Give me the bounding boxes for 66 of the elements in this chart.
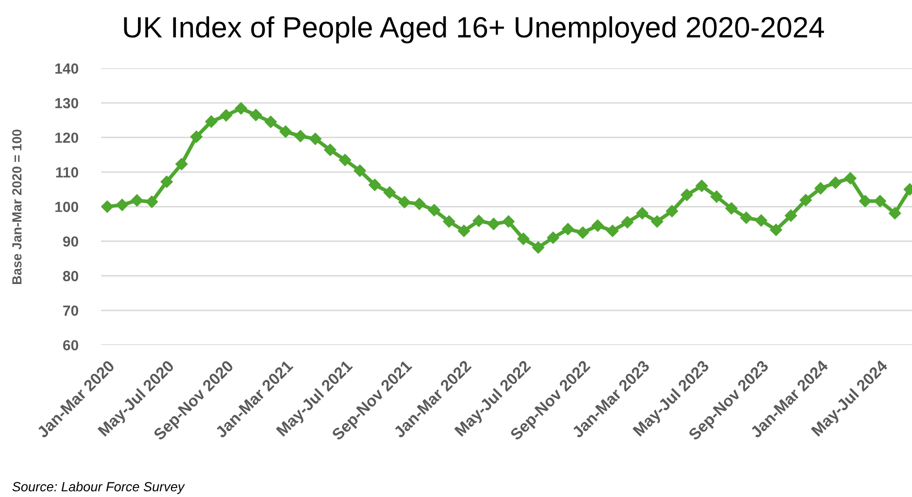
point bbox=[384, 186, 396, 199]
y-tick-label: 80 bbox=[63, 270, 78, 282]
point bbox=[546, 232, 560, 244]
point bbox=[190, 130, 203, 143]
chart-title: UK Index of People Aged 16+ Unemployed 2020-2024 bbox=[124, 16, 824, 44]
point bbox=[442, 215, 456, 228]
y-tick-label: 130 bbox=[55, 98, 78, 108]
point bbox=[146, 196, 158, 208]
point bbox=[770, 224, 782, 236]
point bbox=[755, 214, 768, 227]
point bbox=[354, 164, 366, 177]
y-tick-label: 110 bbox=[56, 167, 78, 178]
point bbox=[800, 194, 812, 206]
point bbox=[814, 182, 827, 194]
point bbox=[160, 176, 173, 188]
point bbox=[488, 218, 500, 230]
point bbox=[725, 202, 738, 214]
point bbox=[651, 215, 664, 228]
point bbox=[250, 108, 262, 122]
point bbox=[621, 216, 634, 228]
y-tick-label: 70 bbox=[63, 306, 78, 316]
point bbox=[562, 223, 574, 236]
point bbox=[324, 144, 336, 156]
point bbox=[428, 204, 440, 216]
point bbox=[264, 116, 277, 128]
point bbox=[636, 207, 648, 220]
point bbox=[398, 196, 411, 208]
point bbox=[116, 198, 128, 212]
y-axis-title: Base Jan-Mar 2020 = 100 bbox=[12, 130, 22, 284]
point bbox=[294, 130, 307, 142]
point bbox=[502, 215, 515, 228]
point bbox=[576, 226, 589, 239]
y-tick-label: 140 bbox=[55, 63, 78, 74]
y-tick-label: 100 bbox=[55, 202, 78, 212]
point bbox=[458, 224, 470, 237]
point bbox=[829, 176, 842, 189]
y-tick-label: 120 bbox=[55, 132, 78, 143]
point bbox=[220, 109, 232, 122]
point bbox=[888, 207, 902, 220]
point bbox=[680, 188, 693, 201]
point bbox=[309, 132, 322, 145]
point bbox=[666, 205, 678, 218]
point bbox=[205, 115, 218, 128]
point bbox=[368, 178, 381, 191]
point bbox=[338, 154, 352, 166]
point bbox=[844, 172, 856, 184]
point bbox=[606, 224, 619, 237]
point bbox=[175, 158, 188, 170]
point bbox=[696, 180, 708, 192]
point bbox=[234, 102, 248, 115]
y-tick-label: 90 bbox=[63, 236, 78, 247]
point bbox=[874, 195, 886, 208]
point bbox=[784, 210, 797, 222]
point bbox=[859, 195, 872, 208]
point bbox=[592, 220, 604, 232]
point bbox=[101, 200, 114, 213]
point bbox=[279, 126, 292, 138]
point bbox=[710, 190, 723, 203]
point bbox=[740, 212, 752, 224]
point bbox=[532, 241, 544, 254]
y-tick-label: 60 bbox=[63, 340, 78, 350]
point bbox=[472, 214, 485, 227]
point bbox=[413, 198, 426, 210]
source-note: Source: Labour Force Survey bbox=[12, 482, 186, 494]
point bbox=[130, 194, 144, 207]
point bbox=[517, 232, 530, 245]
